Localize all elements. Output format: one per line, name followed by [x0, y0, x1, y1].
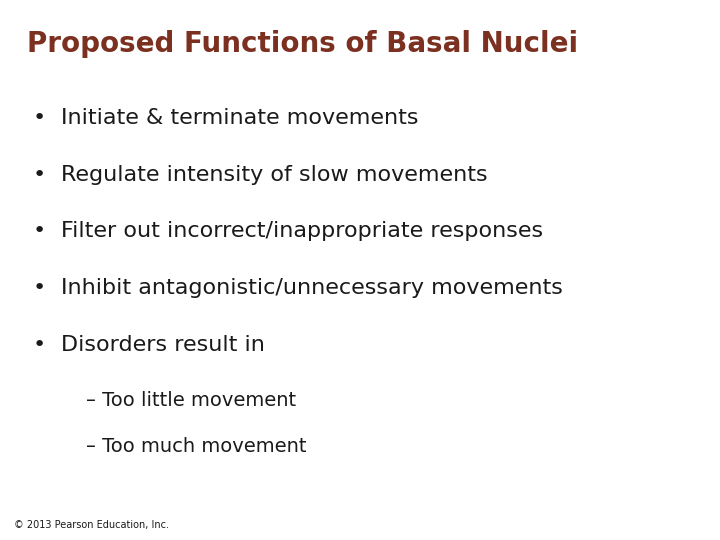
Text: •: •: [33, 221, 46, 241]
Text: Disorders result in: Disorders result in: [61, 335, 265, 355]
Text: Proposed Functions of Basal Nuclei: Proposed Functions of Basal Nuclei: [27, 30, 578, 58]
Text: •: •: [33, 335, 46, 355]
Text: Regulate intensity of slow movements: Regulate intensity of slow movements: [61, 165, 488, 185]
Text: © 2013 Pearson Education, Inc.: © 2013 Pearson Education, Inc.: [14, 520, 169, 530]
Text: Filter out incorrect/inappropriate responses: Filter out incorrect/inappropriate respo…: [61, 221, 544, 241]
Text: Inhibit antagonistic/unnecessary movements: Inhibit antagonistic/unnecessary movemen…: [61, 278, 563, 298]
Text: – Too little movement: – Too little movement: [86, 392, 297, 410]
Text: •: •: [33, 165, 46, 185]
Text: – Too much movement: – Too much movement: [86, 437, 307, 456]
Text: •: •: [33, 278, 46, 298]
Text: Initiate & terminate movements: Initiate & terminate movements: [61, 108, 419, 128]
Text: •: •: [33, 108, 46, 128]
